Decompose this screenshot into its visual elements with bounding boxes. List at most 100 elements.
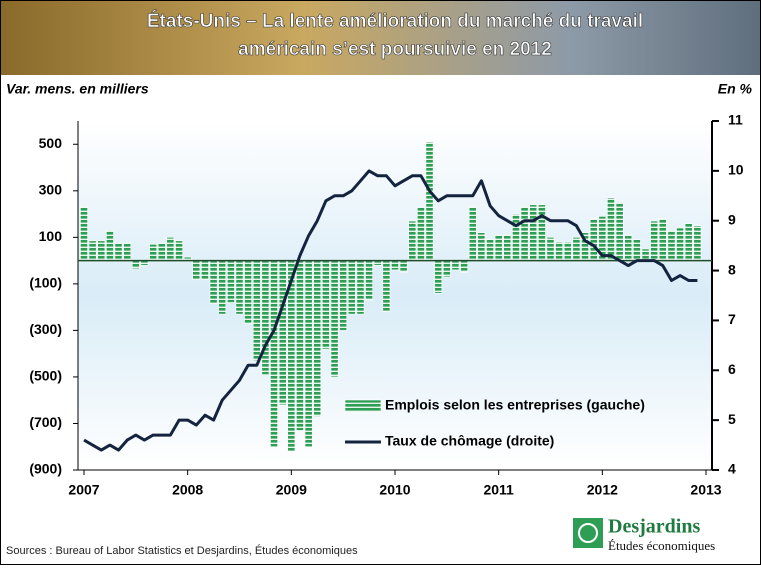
- y2-tick-label: 6: [728, 361, 736, 377]
- bar: [322, 261, 329, 349]
- x-tick-label: 2013: [690, 482, 721, 498]
- y-tick-label: (900): [29, 461, 62, 477]
- bar: [443, 261, 450, 277]
- bar: [564, 242, 571, 261]
- x-tick-label: 2010: [379, 482, 410, 498]
- chart-title: États-Unis – La lente amélioration du ma…: [147, 10, 643, 32]
- bar: [219, 261, 226, 315]
- bar: [685, 223, 692, 260]
- chart: États-Unis – La lente amélioration du ma…: [0, 0, 761, 565]
- y-tick-label: (300): [29, 321, 62, 337]
- bar: [486, 240, 493, 261]
- bar: [115, 243, 122, 260]
- bar: [193, 261, 200, 280]
- y-tick-label: 500: [39, 135, 63, 151]
- bar: [651, 221, 658, 261]
- y-tick-label: 100: [39, 228, 63, 244]
- bar: [461, 261, 468, 273]
- bar: [340, 261, 347, 331]
- bar: [556, 242, 563, 261]
- x-tick-label: 2008: [172, 482, 203, 498]
- bar: [314, 261, 321, 417]
- bar: [607, 198, 614, 261]
- bar: [694, 226, 701, 261]
- legend-label: Emplois selon les entreprises (gauche): [385, 397, 645, 413]
- y2-axis-label: En %: [718, 81, 753, 97]
- bar: [668, 230, 675, 260]
- bar: [435, 261, 442, 294]
- bar: [305, 261, 312, 447]
- bar: [89, 241, 96, 261]
- bar: [409, 221, 416, 261]
- bar: [106, 230, 113, 260]
- bar: [158, 243, 165, 260]
- y2-tick-label: 8: [728, 261, 736, 277]
- bar: [270, 261, 277, 447]
- bar: [547, 237, 554, 260]
- legend-label: Taux de chômage (droite): [385, 433, 554, 449]
- bar: [590, 219, 597, 261]
- x-tick-label: 2011: [483, 482, 514, 498]
- y-tick-label: (100): [29, 275, 62, 291]
- bar: [625, 235, 632, 261]
- logo-name: Desjardins: [608, 516, 700, 538]
- source: Sources : Bureau of Labor Statistics et …: [6, 544, 358, 557]
- bar: [201, 261, 208, 280]
- bar: [331, 261, 338, 377]
- bar: [383, 261, 390, 312]
- plot-area: [78, 121, 712, 470]
- bar: [521, 207, 528, 261]
- bar: [279, 261, 286, 405]
- bar: [348, 261, 355, 315]
- bar: [357, 261, 364, 315]
- bar: [504, 235, 511, 261]
- bar: [98, 241, 105, 261]
- y-axis-label: Var. mens. en milliers: [6, 81, 149, 97]
- bar: [400, 261, 407, 273]
- bar: [124, 243, 131, 260]
- bar: [175, 241, 182, 261]
- bar: [452, 261, 459, 270]
- y-tick-label: 300: [39, 182, 63, 198]
- y2-tick-label: 9: [728, 211, 736, 227]
- x-tick-label: 2009: [276, 482, 307, 498]
- x-tick-label: 2007: [68, 482, 99, 498]
- bar: [227, 261, 234, 303]
- bar: [469, 207, 476, 261]
- bar: [150, 244, 157, 260]
- bar: [262, 261, 269, 375]
- bar: [426, 142, 433, 261]
- y2-tick-label: 5: [728, 411, 736, 427]
- bar: [80, 207, 87, 261]
- y-tick-label: (500): [29, 368, 62, 384]
- chart-title: américain s’est poursuivie en 2012: [238, 39, 552, 60]
- bar: [167, 237, 174, 260]
- logo-subtitle: Études économiques: [608, 538, 715, 553]
- y2-tick-label: 11: [728, 112, 743, 128]
- bar: [210, 261, 217, 304]
- bar: [633, 240, 640, 261]
- y2-tick-label: 10: [728, 162, 744, 178]
- bar: [365, 261, 372, 301]
- x-tick-label: 2012: [587, 482, 618, 498]
- bar: [659, 219, 666, 261]
- bar: [132, 261, 139, 269]
- bar: [512, 214, 519, 261]
- y-tick-label: (700): [29, 414, 62, 430]
- legend-swatch: [345, 400, 381, 412]
- logo-icon: [573, 518, 603, 548]
- bar: [642, 249, 649, 261]
- bar: [391, 261, 398, 270]
- bar: [245, 261, 252, 324]
- bar: [417, 207, 424, 261]
- bar: [573, 237, 580, 260]
- bar: [538, 205, 545, 261]
- y2-tick-label: 7: [728, 311, 736, 327]
- bar: [616, 202, 623, 260]
- bar: [236, 261, 243, 315]
- bar: [530, 205, 537, 261]
- bar: [296, 261, 303, 431]
- bar: [478, 233, 485, 261]
- bar: [253, 261, 260, 361]
- y2-tick-label: 4: [728, 461, 736, 477]
